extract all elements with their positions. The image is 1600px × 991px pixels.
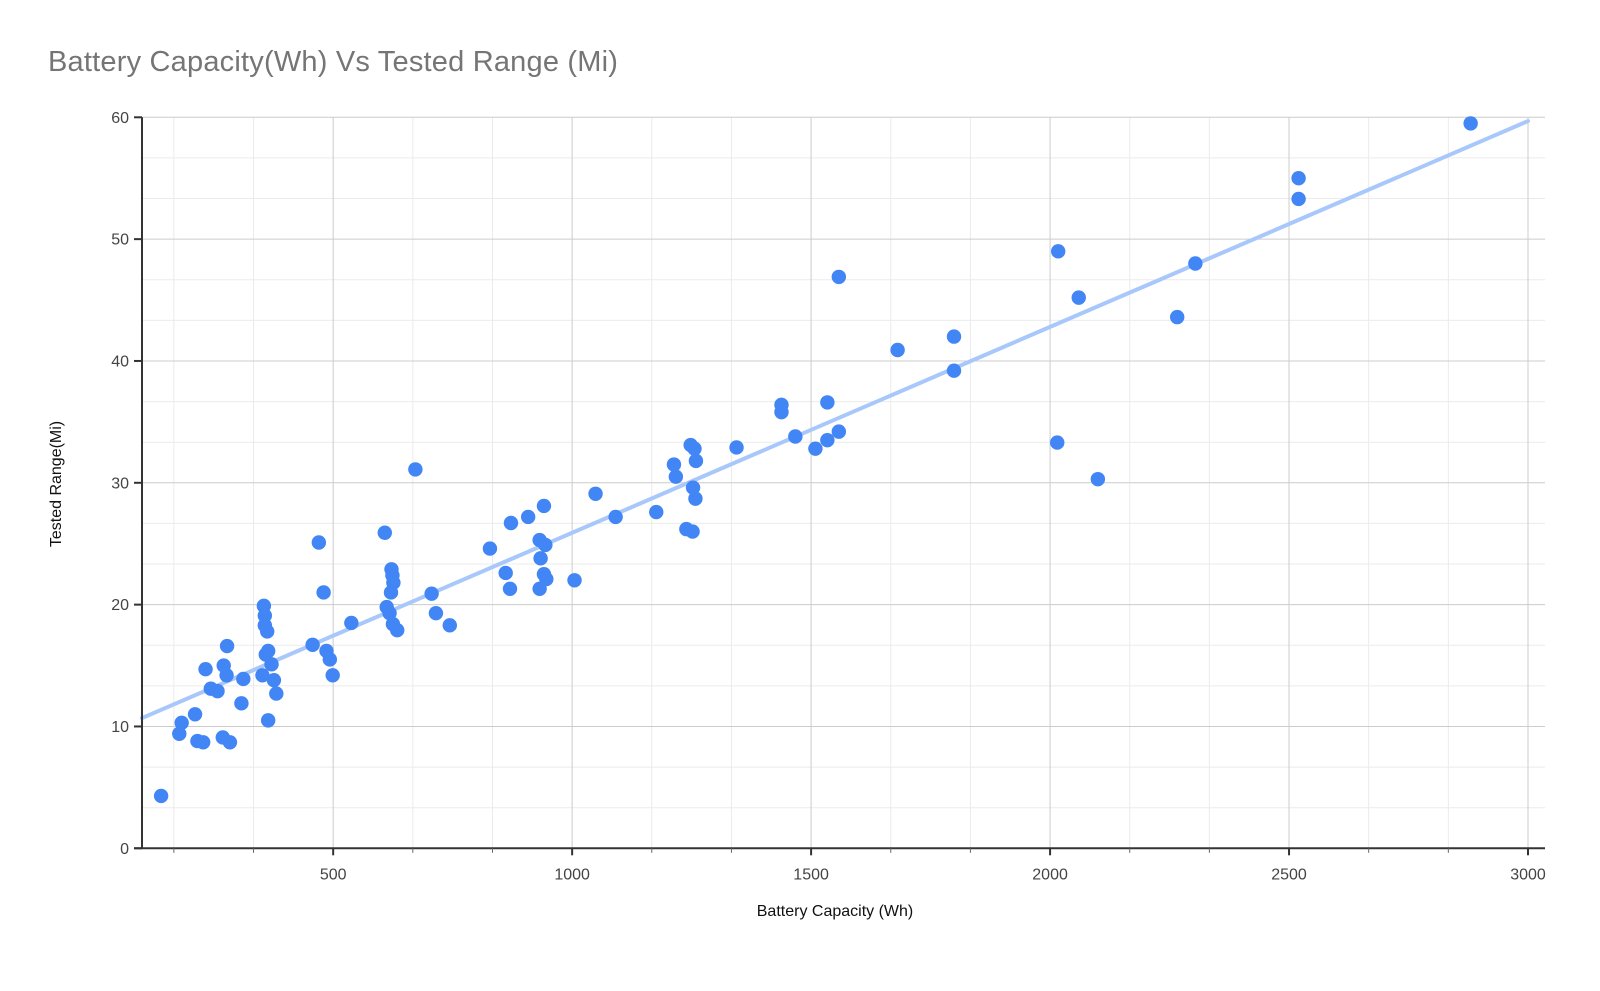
data-point <box>1050 244 1066 259</box>
data-point <box>1050 435 1065 450</box>
y-axis-title: Tested Range(Mi) <box>48 420 65 548</box>
data-point <box>831 269 847 285</box>
data-point <box>533 551 548 566</box>
data-point <box>174 715 189 731</box>
svg-text:50: 50 <box>111 232 129 249</box>
svg-text:2500: 2500 <box>1271 866 1307 883</box>
data-point <box>382 605 397 621</box>
data-point <box>266 672 282 688</box>
data-point <box>187 707 203 722</box>
data-point <box>588 486 603 501</box>
data-point <box>649 504 664 520</box>
data-point <box>210 683 225 699</box>
data-point <box>257 608 273 623</box>
data-point <box>532 581 547 596</box>
svg-text:40: 40 <box>111 353 129 370</box>
data-point <box>153 788 169 804</box>
data-point <box>946 329 962 344</box>
data-point <box>195 735 211 750</box>
data-point <box>316 585 331 600</box>
data-point <box>198 662 213 677</box>
data-point <box>688 491 703 506</box>
tick-labels: 500 1000 1500 2000 2500 3000 0 10 20 30 40 50 60 <box>111 110 1546 883</box>
data-point <box>344 615 359 631</box>
svg-text:1500: 1500 <box>793 866 829 883</box>
data-point <box>502 581 518 596</box>
svg-text:10: 10 <box>111 719 129 736</box>
data-point <box>729 440 744 455</box>
data-point <box>1291 171 1306 186</box>
x-axis-title: Battery Capacity (Wh) <box>756 903 914 920</box>
data-point <box>255 668 270 683</box>
major-gridlines <box>142 116 1545 849</box>
data-point <box>424 586 439 601</box>
data-point <box>442 618 457 633</box>
data-point <box>322 652 338 667</box>
data-point <box>264 657 279 672</box>
data-point <box>236 671 251 687</box>
data-point <box>383 585 399 600</box>
svg-text:3000: 3000 <box>1510 866 1546 883</box>
data-point <box>219 668 234 683</box>
svg-text:0: 0 <box>120 841 129 858</box>
data-point <box>946 363 962 378</box>
data-point <box>538 537 553 553</box>
data-point <box>688 453 704 469</box>
data-point <box>269 686 284 701</box>
data-point <box>305 637 320 653</box>
data-point <box>311 535 327 550</box>
data-point <box>608 509 623 525</box>
data-point <box>890 342 905 358</box>
data-point <box>536 498 552 514</box>
data-point <box>666 457 682 472</box>
data-point <box>408 462 423 477</box>
data-point <box>260 643 276 659</box>
data-point <box>428 605 444 621</box>
data-point <box>820 432 835 448</box>
data-point <box>820 395 835 410</box>
data-point <box>788 429 803 444</box>
data-point <box>172 726 187 741</box>
data-point <box>498 565 513 581</box>
data-points <box>153 116 1478 804</box>
data-point <box>1188 256 1203 271</box>
data-point <box>234 696 249 711</box>
data-point <box>260 713 276 728</box>
data-point <box>1463 116 1478 131</box>
data-point <box>325 668 340 683</box>
data-point <box>390 623 405 638</box>
svg-text:60: 60 <box>111 110 129 127</box>
data-point <box>808 441 823 456</box>
svg-text:30: 30 <box>111 475 129 492</box>
data-point <box>668 469 684 484</box>
data-point <box>1071 290 1086 305</box>
data-point <box>219 638 235 654</box>
tick-marks <box>134 116 1529 856</box>
data-point <box>567 573 582 588</box>
data-point <box>377 525 392 540</box>
trendline <box>140 119 1530 721</box>
data-point <box>1291 191 1306 207</box>
data-point <box>774 404 789 420</box>
data-point <box>482 541 498 556</box>
data-point <box>1090 471 1106 487</box>
data-point <box>685 524 700 539</box>
data-point <box>260 624 275 639</box>
data-point <box>685 480 701 495</box>
data-point <box>503 515 519 531</box>
svg-text:2000: 2000 <box>1032 866 1068 883</box>
svg-text:20: 20 <box>111 597 129 614</box>
data-point <box>1169 309 1185 325</box>
svg-text:500: 500 <box>320 866 347 883</box>
data-point <box>687 441 702 456</box>
data-point <box>520 509 536 525</box>
chart-title: Battery Capacity(Wh) Vs Tested Range (Mi… <box>48 46 619 78</box>
data-point <box>831 424 847 439</box>
svg-text:1000: 1000 <box>554 866 590 883</box>
data-point <box>222 735 238 750</box>
